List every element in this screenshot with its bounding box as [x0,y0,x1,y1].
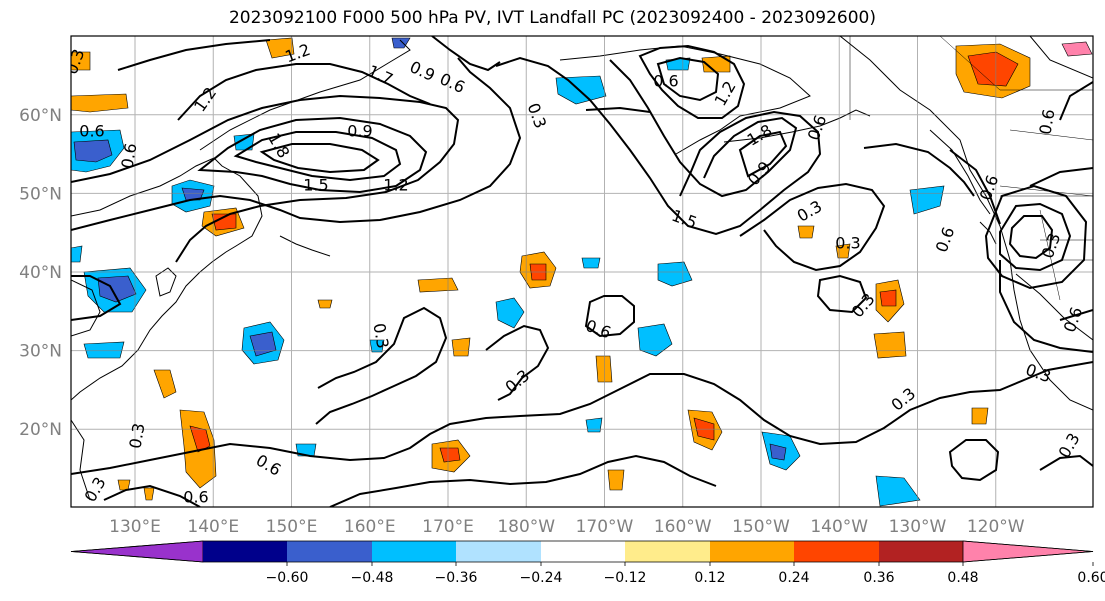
colorbar-segment [625,541,710,562]
colorbar-outline [70,540,1094,563]
longitude-label: 170°W [576,517,634,537]
map-area: 1.20.3 0.90.61.71.20.60.6 1.8 0.91.5 1.20.30… [71,36,1093,507]
colorbar-segment [372,541,456,562]
latitude-label: 50°N [19,184,62,204]
contour-label: 0.6 [183,488,208,507]
colorbar-extension-low [70,540,204,563]
colorbar-segment [287,541,372,562]
longitude-label: 130°E [109,517,161,537]
latitude-label: 30°N [19,342,62,362]
longitude-label: 150°E [266,517,318,537]
colorbar-segment [541,541,625,562]
colorbar: −0.60 −0.48 −0.36 −0.24 −0.12 0.12 0.24 0.36 0.4… [70,540,1105,586]
contour-label: 0.3 [835,234,860,253]
contour-label: 0.6 [79,122,104,141]
latitude-label: 40°N [19,263,62,283]
colorbar-tick-label: 0.36 [863,570,894,586]
colorbar-segment [203,541,287,562]
contour-label: 0.6 [117,142,140,170]
colorbar-tick-label: −0.36 [435,570,478,586]
colorbar-tick-label: 0.60 [1077,570,1105,586]
colorbar-extension-high [962,540,1094,563]
latitude-labels: 60°N 50°N 40°N 30°N 20°N [19,106,62,440]
colorbar-tick-label: −0.24 [520,570,563,586]
colorbar-segment [456,541,541,562]
contour-label: 0.6 [1035,108,1058,136]
colorbar-segment [794,541,879,562]
contour-label: 1.2 [383,176,408,195]
pv-contours [71,36,1093,507]
colorbar-tick-label: −0.12 [604,570,647,586]
longitude-label: 140°E [187,517,239,537]
colorbar-tick-label: 0.48 [947,570,978,586]
longitude-labels: 130°E 140°E 150°E 160°E 170°E 180°W 170°W 160°W… [109,517,1025,537]
latitude-label: 20°N [19,420,62,440]
colorbar-tick-label: 0.12 [694,570,725,586]
contour-label: 1.5 [303,176,328,195]
map-frame [70,35,1094,508]
longitude-label: 170°E [422,517,474,537]
map-title: 2023092100 F000 500 hPa PV, IVT Landfall… [228,8,876,28]
contour-label: 0.6 [653,72,678,91]
longitude-label: 180°W [497,517,555,537]
longitude-label: 160°E [344,517,396,537]
longitude-label: 150°W [732,517,790,537]
longitude-label: 120°W [967,517,1025,537]
coastlines [71,36,1093,501]
latitude-label: 60°N [19,106,62,126]
colorbar-tick-label: 0.24 [778,570,809,586]
contour-label: 0.9 [347,122,372,141]
colorbar-tick-label: −0.48 [351,570,394,586]
colorbar-tick-label: −0.60 [266,570,309,586]
colorbar-segment [710,541,794,562]
longitude-label: 130°W [889,517,947,537]
longitude-label: 140°W [810,517,868,537]
contour-label: 0.3 [369,322,392,350]
contour-label: 0.3 [125,422,148,450]
colorbar-segment [879,541,963,562]
longitude-label: 160°W [654,517,712,537]
